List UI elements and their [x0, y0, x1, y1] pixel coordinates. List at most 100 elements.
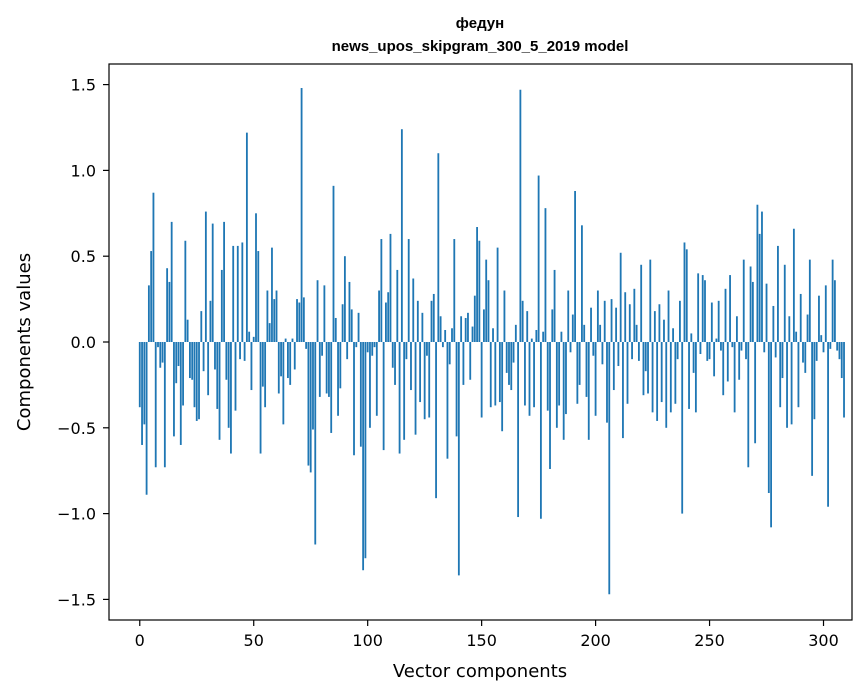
bar-70 — [298, 302, 301, 342]
bar-280 — [777, 245, 779, 342]
bar-51 — [255, 213, 257, 342]
bar-151 — [483, 309, 485, 342]
bar-23 — [191, 342, 194, 380]
bar-116 — [403, 342, 406, 440]
bar-3 — [145, 342, 148, 495]
bar-54 — [261, 342, 264, 387]
bar-171 — [528, 342, 531, 416]
bar-257 — [724, 288, 727, 342]
bar-183 — [555, 342, 558, 428]
bar-27 — [200, 311, 203, 342]
bar-212 — [622, 342, 624, 439]
bar-272 — [758, 233, 761, 342]
bar-77 — [314, 342, 317, 545]
bar-164 — [512, 342, 515, 363]
bar-33 — [214, 342, 216, 370]
x-axis-label: Vector components — [393, 661, 567, 682]
bar-26 — [198, 342, 200, 420]
bar-293 — [806, 314, 809, 342]
bar-243 — [692, 342, 695, 373]
bar-105 — [378, 290, 380, 342]
bar-134 — [444, 329, 447, 342]
bar-32 — [211, 223, 214, 342]
bar-86 — [334, 317, 337, 342]
bar-295 — [811, 342, 814, 476]
bar-200 — [594, 342, 597, 416]
bar-130 — [435, 342, 437, 499]
bar-125 — [423, 342, 426, 420]
bar-139 — [455, 342, 458, 437]
bar-78 — [316, 280, 319, 342]
bar-161 — [505, 342, 508, 373]
bar-301 — [824, 285, 827, 342]
y-tick-label: 0.0 — [71, 333, 96, 352]
bar-225 — [651, 342, 654, 413]
bar-103 — [373, 342, 376, 348]
x-tick-label: 250 — [694, 631, 725, 650]
bar-57 — [268, 323, 271, 342]
bar-17 — [177, 342, 180, 367]
bar-79 — [318, 342, 321, 397]
bar-218 — [635, 324, 638, 342]
bar-233 — [669, 342, 672, 413]
bar-118 — [407, 239, 410, 342]
y-tick-label: −1.0 — [57, 505, 96, 524]
bar-145 — [469, 342, 472, 380]
bar-232 — [667, 290, 670, 342]
bar-274 — [763, 342, 766, 353]
bar-297 — [815, 342, 818, 361]
bar-82 — [325, 342, 328, 394]
bar-113 — [396, 269, 399, 342]
bar-138 — [453, 239, 456, 342]
bar-285 — [788, 316, 791, 342]
y-axis-ticks: −1.5 −1.0 −0.5 0.0 0.5 1.0 1.5 — [57, 76, 109, 609]
bar-67 — [291, 338, 294, 342]
bar-168 — [521, 300, 524, 342]
bar-24 — [193, 342, 196, 408]
bar-2 — [143, 342, 146, 425]
bar-87 — [337, 342, 339, 416]
bar-167 — [519, 89, 522, 343]
bar-15 — [173, 342, 175, 437]
bar-89 — [341, 304, 344, 342]
bar-35 — [218, 342, 221, 440]
bar-263 — [738, 342, 741, 380]
bar-205 — [606, 342, 608, 423]
bar-13 — [168, 281, 171, 342]
bar-159 — [501, 342, 504, 432]
bar-227 — [656, 342, 659, 421]
bar-53 — [259, 342, 262, 454]
bar-135 — [446, 342, 449, 459]
bar-305 — [833, 280, 836, 342]
bar-129 — [432, 293, 435, 342]
bar-25 — [195, 342, 198, 421]
bar-107 — [382, 342, 385, 451]
bar-96 — [357, 312, 360, 342]
bar-59 — [273, 299, 276, 342]
bar-108 — [385, 302, 387, 342]
bar-252 — [713, 342, 716, 377]
bar-152 — [485, 259, 488, 342]
bar-40 — [230, 342, 232, 454]
bar-160 — [503, 290, 506, 342]
bar-236 — [676, 342, 679, 360]
bar-95 — [355, 342, 358, 348]
bar-20 — [184, 240, 187, 342]
bar-177 — [542, 331, 545, 342]
bar-150 — [480, 342, 483, 418]
bar-296 — [813, 342, 816, 420]
bar-264 — [740, 342, 743, 351]
bar-162 — [508, 342, 510, 385]
bar-292 — [804, 342, 807, 373]
bar-219 — [637, 342, 640, 361]
bar-88 — [339, 342, 342, 389]
bar-128 — [430, 300, 433, 342]
bar-300 — [822, 342, 825, 353]
bar-209 — [615, 307, 618, 342]
bar-271 — [756, 204, 759, 342]
bar-270 — [754, 342, 757, 444]
bar-223 — [647, 342, 649, 394]
bar-254 — [717, 300, 720, 342]
bar-41 — [232, 245, 235, 342]
bar-241 — [688, 342, 690, 409]
